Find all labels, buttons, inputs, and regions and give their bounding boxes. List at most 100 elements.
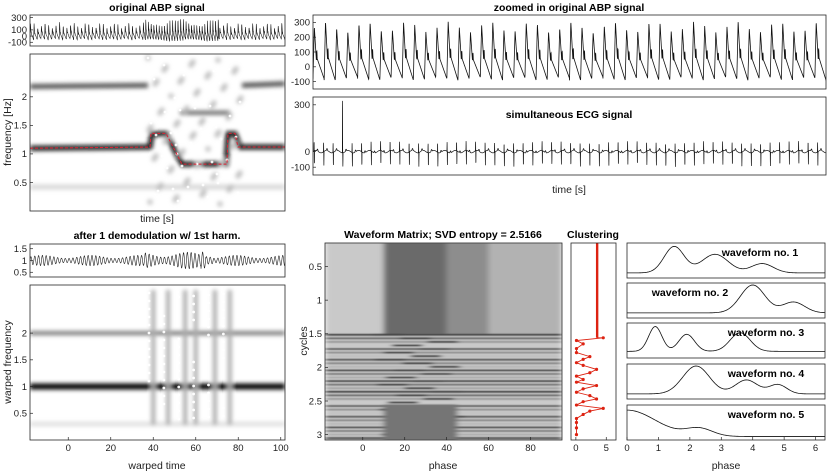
waveform-label: waveform no. 3 [727,327,805,339]
waveform-line [626,326,825,352]
cluster-point [574,416,579,421]
cluster-point [601,336,605,340]
ecg-panel: simultaneous ECG signal 300 0 -100 time [s… [291,96,827,196]
waveform-line [627,284,826,314]
time-frequency-ytick-label: 1.5 [14,121,27,132]
waveform-matrix-ytick-label: 2.5 [309,396,322,407]
ecg-ytick-label: 300 [294,100,310,111]
zoomed-abp-ytick-label: 100 [294,47,310,58]
cluster-point [594,397,599,401]
ecg-xlabel: time [s] [552,184,586,196]
waveform-subplot [627,243,825,278]
waveform-matrix-xtick-label: 20 [399,443,410,454]
waveform-matrix-ytick-label: 3 [317,430,322,441]
demodulated-ytick-label: 1 [22,256,27,267]
waveforms-xtick-label: 3 [719,443,724,454]
waveform-matrix-xtick-label: 40 [441,443,452,454]
cluster-point [574,390,579,394]
ecg-ytick-label: -100 [291,163,310,174]
cluster-point [574,426,579,430]
cluster-point [574,420,579,425]
cluster-point [594,367,599,372]
waveforms-xtick-label: 6 [813,443,818,454]
cluster-point [574,350,579,355]
waveform-matrix-panel: Waveform Matrix; SVD entropy = 2.5166 0.… [298,229,563,472]
waveform-matrix-ytick-label: 0.5 [309,262,322,273]
warped-spectrogram-xtick-label: 40 [148,443,159,454]
waveform-matrix-ylabel: cycles [298,326,310,355]
warped-spectrogram-ytick-label: 0.5 [14,409,27,420]
warped-spectrogram-xtick-label: 0 [66,443,71,454]
warped-spectrogram-xtick-label: 80 [233,443,244,454]
ecg-title: simultaneous ECG signal [506,109,633,121]
cluster-point [581,377,585,382]
warped-spectrogram-xtick-label: 20 [105,443,116,454]
waveform-line [627,365,825,395]
warped-spectrogram-ytick-label: 1.5 [14,355,27,366]
cluster-point [574,338,579,343]
waveform-label: waveform no. 5 [727,409,805,421]
waveform-matrix-xlabel: phase [429,460,458,472]
waveform-line [626,409,825,437]
zoomed-abp-ytick-label: 200 [294,33,310,44]
waveforms-xtick-label: 4 [750,443,755,454]
cluster-point [594,383,599,388]
zoomed-abp-ytick-label: 0 [305,62,310,73]
warped-spectrogram-ytick-label: 1 [22,382,27,393]
waveform-subplot [627,323,825,358]
cluster-point [588,409,592,413]
waveform-label: waveform no. 2 [651,287,729,299]
cluster-point [581,412,585,417]
original-abp-trace [30,19,285,42]
waveform-matrix-ytick-label: 1 [317,295,322,306]
cluster-point [581,357,585,361]
waveform-matrix-image [325,243,562,440]
waveform-matrix-xtick-label: 0 [360,443,365,454]
time-frequency-xlabel: time [s] [140,213,174,225]
original-abp-title: original ABP signal [109,2,205,14]
cluster-point [574,380,579,384]
demodulated-panel: after 1 demodulation w/ 1st harm. 1.510.… [14,230,286,279]
warped-spectrogram-xtick-label: 60 [190,443,201,454]
cluster-point [581,342,585,346]
waveforms-xtick-label: 0 [624,443,629,454]
demodulated-ytick-label: 1.5 [14,244,27,255]
original-abp-ytick-label: -100 [8,38,27,49]
zoomed-abp-ytick-label: -100 [291,77,310,88]
time-frequency-image [30,55,285,207]
warped-spectrogram-xlabel: warped time [127,460,185,472]
demodulated-trace [30,251,285,270]
clustering-panel: Clustering 0 5 [567,229,619,454]
cluster-point [574,403,579,407]
warped-spectrogram-ylabel: warped frequency [2,320,14,405]
original-abp-ytick-label: 0 [22,31,27,42]
cluster-point [581,400,585,404]
waveform-line [627,245,825,274]
original-abp-ytick-label: 100 [11,25,27,36]
original-abp-ytick-label: 300 [11,13,27,24]
time-frequency-ytick-label: 0.5 [14,178,27,189]
waveforms-xtick-label: 5 [781,443,786,454]
waveforms-xlabel: phase [712,460,741,472]
waveform-matrix-ytick-label: 2 [317,363,322,374]
zoomed-abp-panel: zoomed in original ABP signal 300 200 100 0… [291,2,827,90]
cluster-point [588,355,592,359]
waveform-label: waveform no. 4 [727,368,805,380]
waveform-label: waveform no. 1 [721,247,799,259]
waveform-subplot [627,283,825,318]
cluster-point [601,406,605,410]
zoomed-abp-trace [313,21,826,82]
waveforms-panel: waveform no. 1 waveform no. 2 waveform no.… [624,242,826,472]
cluster-point [574,361,579,365]
demodulated-title: after 1 demodulation w/ 1st harm. [74,230,241,242]
waveform-matrix-title: Waveform Matrix; SVD entropy = 2.5166 [344,229,542,241]
zoomed-abp-title: zoomed in original ABP signal [494,2,645,14]
waveform-matrix-xtick-label: 60 [483,443,494,454]
clustering-title: Clustering [567,229,619,241]
waveforms-xtick-label: 2 [687,443,692,454]
waveforms-xtick-label: 1 [656,443,661,454]
cluster-point [574,346,579,351]
time-frequency-ytick-label: 1 [22,149,27,160]
